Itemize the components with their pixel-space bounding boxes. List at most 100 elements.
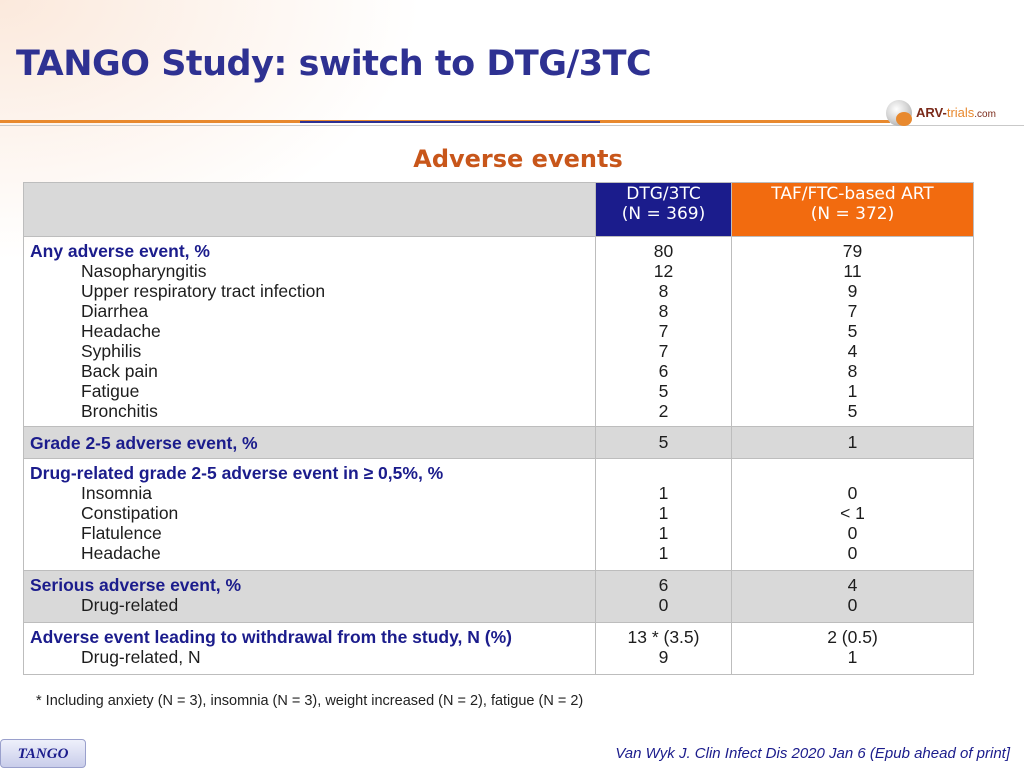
value-cell: 8 (658, 301, 669, 321)
header-taf-ftc: TAF/FTC-based ART (N = 372) (731, 182, 974, 237)
item-label: Flatulence (81, 523, 162, 543)
value-cell: 8 (658, 281, 669, 301)
value-cell: 12 (653, 261, 674, 281)
row-labels: Adverse event leading to withdrawal from… (23, 622, 596, 675)
taf-values: 79 11 9 7 5 4 8 1 5 (731, 236, 974, 427)
adverse-events-table: DTG/3TC (N = 369) TAF/FTC-based ART (N =… (23, 182, 974, 675)
item-label: Constipation (81, 503, 179, 523)
section-header: Grade 2-5 adverse event, % (30, 432, 258, 453)
value-cell: 5 (658, 432, 669, 452)
dtg-values: 5 (595, 426, 732, 459)
table-row-drug-related-grade-2-5: Drug-related grade 2-5 adverse event in … (23, 458, 974, 571)
value-cell: 2 (0.5) (827, 627, 878, 647)
value-cell (597, 463, 730, 483)
value-cell: 1 (847, 432, 858, 452)
table-row-serious-ae: Serious adverse event, % Drug-related 6 … (23, 570, 974, 623)
value-cell: 5 (658, 381, 669, 401)
footnote: * Including anxiety (N = 3), insomnia (N… (36, 693, 584, 709)
item-label: Drug-related, N (81, 647, 201, 667)
table-title: Adverse events (413, 145, 623, 173)
slide-title: TANGO Study: switch to DTG/3TC (16, 44, 652, 84)
value-cell: 5 (847, 401, 858, 421)
taf-values: 1 (731, 426, 974, 459)
study-badge-label: TANGO (17, 746, 69, 762)
value-cell: 0 (847, 543, 858, 563)
value-cell: 7 (658, 341, 669, 361)
item-label: Nasopharyngitis (81, 261, 207, 281)
row-labels: Serious adverse event, % Drug-related (23, 570, 596, 623)
dtg-values: 6 0 (595, 570, 732, 623)
row-labels: Drug-related grade 2-5 adverse event in … (23, 458, 596, 571)
study-badge: TANGO (0, 739, 86, 768)
value-cell: 7 (658, 321, 669, 341)
dtg-values: 80 12 8 8 7 7 6 5 2 (595, 236, 732, 427)
title-rule-grey (0, 125, 1024, 126)
value-cell: 1 (658, 503, 669, 523)
value-cell: 7 (847, 301, 858, 321)
item-label: Diarrhea (81, 301, 149, 321)
value-cell: 5 (847, 321, 858, 341)
value-cell: 4 (847, 575, 858, 595)
item-label: Drug-related (81, 595, 179, 615)
section-header: Any adverse event, % (30, 241, 210, 261)
taf-values: 2 (0.5) 1 (731, 622, 974, 675)
section-header: Serious adverse event, % (30, 575, 242, 595)
item-label: Headache (81, 543, 161, 563)
value-cell: 2 (658, 401, 669, 421)
value-cell: 1 (658, 483, 669, 503)
value-cell: < 1 (840, 503, 865, 523)
item-label: Upper respiratory tract infection (81, 281, 326, 301)
header-dtg-name: DTG/3TC (626, 184, 701, 204)
citation: Van Wyk J. Clin Infect Dis 2020 Jan 6 (E… (615, 745, 1010, 762)
header-dtg-3tc: DTG/3TC (N = 369) (595, 182, 732, 237)
item-label: Insomnia (81, 483, 153, 503)
arv-trials-logo: ARV-trials.com (886, 100, 1014, 128)
value-cell: 9 (847, 281, 858, 301)
taf-values: 4 0 (731, 570, 974, 623)
value-cell: 0 (847, 523, 858, 543)
value-cell: 9 (658, 647, 669, 667)
logo-trials: trials (946, 105, 975, 120)
section-header: Drug-related grade 2-5 adverse event in … (30, 463, 444, 483)
value-cell: 6 (658, 575, 669, 595)
item-label: Bronchitis (81, 401, 158, 421)
value-cell: 79 (842, 241, 863, 261)
value-cell: 1 (658, 543, 669, 563)
header-blank-cell (23, 182, 596, 237)
value-cell: 4 (847, 341, 858, 361)
table-row-any-ae: Any adverse event, % Nasopharyngitis Upp… (23, 236, 974, 427)
value-cell: 1 (847, 381, 858, 401)
value-cell: 1 (847, 647, 858, 667)
dtg-values: 1 1 1 1 (595, 458, 732, 571)
item-label: Syphilis (81, 341, 142, 361)
table-row-grade-2-5: Grade 2-5 adverse event, % 5 1 (23, 426, 974, 459)
row-labels: Grade 2-5 adverse event, % (23, 426, 596, 459)
value-cell: 80 (653, 241, 674, 261)
value-cell: 0 (847, 595, 858, 615)
logo-dotcom: .com (974, 109, 996, 120)
item-label: Headache (81, 321, 161, 341)
value-cell: 13 * (3.5) (627, 627, 700, 647)
value-cell: 11 (843, 261, 862, 281)
value-cell: 0 (847, 483, 858, 503)
logo-text: ARV-trials.com (916, 105, 996, 120)
value-cell: 8 (847, 361, 858, 381)
dtg-values: 13 * (3.5) 9 (595, 622, 732, 675)
header-taf-name: TAF/FTC-based ART (771, 184, 934, 204)
value-cell: 1 (658, 523, 669, 543)
title-rule-blue (300, 121, 600, 123)
item-label: Back pain (81, 361, 158, 381)
taf-values: 0 < 1 0 0 (731, 458, 974, 571)
header-taf-n: (N = 372) (810, 204, 895, 224)
row-labels: Any adverse event, % Nasopharyngitis Upp… (23, 236, 596, 427)
value-cell: 6 (658, 361, 669, 381)
value-cell: 0 (658, 595, 669, 615)
value-cell (733, 463, 972, 483)
header-dtg-n: (N = 369) (621, 204, 706, 224)
table-row-withdrawal: Adverse event leading to withdrawal from… (23, 622, 974, 675)
logo-capsule-icon (896, 112, 912, 126)
section-header: Adverse event leading to withdrawal from… (30, 627, 512, 647)
table-header-row: DTG/3TC (N = 369) TAF/FTC-based ART (N =… (23, 182, 974, 237)
item-label: Fatigue (81, 381, 140, 401)
logo-brand: ARV- (916, 105, 947, 120)
